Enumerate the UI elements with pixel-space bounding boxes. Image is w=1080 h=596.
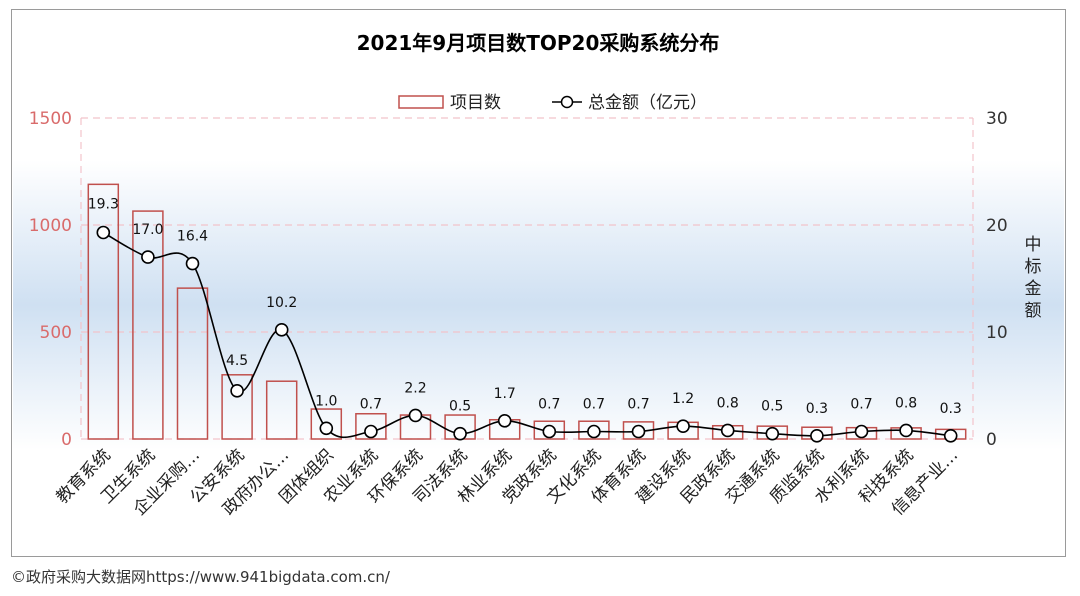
legend-bar-swatch — [398, 95, 444, 109]
y-left-tick-label: 0 — [61, 430, 72, 450]
y-right-tick-label: 20 — [986, 216, 1008, 236]
amount-point-3 — [185, 256, 200, 271]
amount-data-label: 0.5 — [761, 399, 783, 415]
bar-12 — [578, 420, 610, 440]
bar-1 — [87, 183, 120, 440]
legend-line-label: 总金额（亿元） — [588, 93, 707, 113]
y-right-axis-title: 中标金额 — [1025, 235, 1042, 321]
amount-data-label: 0.7 — [360, 397, 382, 413]
amount-data-label: 0.7 — [583, 397, 605, 413]
amount-data-label: 1.7 — [494, 386, 516, 402]
amount-point-20 — [943, 428, 958, 443]
amount-point-17 — [810, 428, 824, 443]
legend-bar-label: 项目数 — [450, 93, 501, 113]
bar-5 — [265, 380, 298, 440]
amount-data-label: 10.2 — [266, 295, 297, 311]
amount-point-19 — [899, 423, 913, 438]
amount-point-12 — [587, 424, 601, 439]
bar-6 — [310, 408, 343, 440]
amount-point-13 — [631, 424, 646, 439]
amount-point-9 — [453, 426, 467, 441]
amount-data-label: 0.8 — [895, 395, 917, 411]
amount-data-label: 17.0 — [132, 222, 163, 238]
amount-data-label: 1.0 — [315, 393, 337, 409]
footer-credit: ©政府采购大数据网https://www.941bigdata.com.cn/ — [11, 568, 390, 586]
amount-point-16 — [765, 426, 780, 441]
amount-data-label: 0.3 — [940, 401, 962, 417]
chart-title: 2021年9月项目数TOP20采购系统分布 — [357, 31, 720, 55]
amount-data-label: 0.7 — [850, 397, 872, 413]
bar-4 — [221, 374, 253, 440]
amount-point-14 — [676, 419, 690, 433]
amount-point-1 — [96, 225, 111, 240]
y-right-tick-label: 30 — [986, 109, 1008, 129]
amount-data-label: 16.4 — [177, 229, 208, 245]
amount-data-label: 0.7 — [627, 397, 649, 413]
amount-point-6 — [319, 421, 334, 436]
amount-data-label: 0.5 — [449, 399, 471, 415]
amount-data-label: 4.5 — [226, 353, 248, 369]
chart-frame: 2021年9月项目数TOP20采购系统分布项目数 总金额（亿元） 0 500 1000 1… — [11, 9, 1066, 557]
amount-point-11 — [542, 424, 557, 439]
amount-point-18 — [854, 424, 869, 439]
amount-point-7 — [364, 424, 378, 439]
y-left-tick-label: 1000 — [29, 216, 72, 236]
amount-data-label: 0.7 — [538, 397, 560, 413]
bar-11 — [533, 420, 566, 440]
amount-data-label: 0.8 — [717, 395, 739, 411]
y-right-tick-label: 0 — [986, 430, 997, 450]
amount-point-8 — [408, 408, 423, 423]
y-left-tick-label: 1500 — [29, 109, 72, 129]
legend-line-marker — [560, 95, 574, 109]
bar-3 — [176, 287, 209, 440]
amount-point-2 — [141, 250, 155, 264]
background-band — [13, 160, 1064, 450]
amount-point-10 — [497, 414, 512, 428]
amount-point-15 — [720, 423, 735, 438]
amount-point-5 — [274, 323, 289, 337]
bar-2 — [132, 210, 164, 440]
amount-data-label: 0.3 — [806, 401, 828, 417]
amount-data-label: 19.3 — [88, 196, 119, 212]
amount-data-label: 2.2 — [404, 380, 426, 396]
y-right-tick-label: 10 — [986, 323, 1008, 343]
amount-point-4 — [230, 384, 244, 398]
amount-data-label: 1.2 — [672, 391, 694, 407]
y-left-tick-label: 500 — [40, 323, 72, 343]
